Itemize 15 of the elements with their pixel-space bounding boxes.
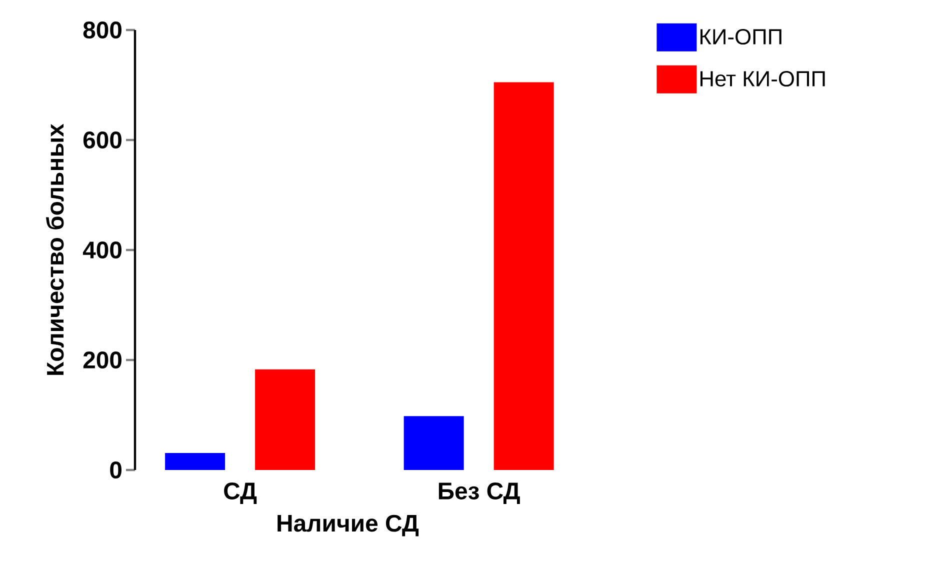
- y-tick-label: 600: [83, 132, 122, 148]
- bar: [494, 82, 554, 470]
- legend-label: Нет КИ-ОПП: [700, 70, 825, 87]
- y-tick-label: 400: [82, 242, 122, 258]
- x-axis-title: Наличие СД: [278, 514, 419, 536]
- bar: [165, 452, 226, 470]
- y-tick-label: 0: [110, 462, 122, 478]
- y-axis-title: Количество больных: [46, 124, 64, 375]
- legend-label: КИ-ОПП: [700, 28, 782, 45]
- y-tick-label: 800: [83, 22, 122, 38]
- y-tick-label: 200: [83, 352, 122, 368]
- x-tick-label: СД: [224, 482, 257, 504]
- bar: [404, 416, 464, 470]
- x-tick-label: Без СД: [438, 482, 520, 504]
- bar: [255, 369, 316, 470]
